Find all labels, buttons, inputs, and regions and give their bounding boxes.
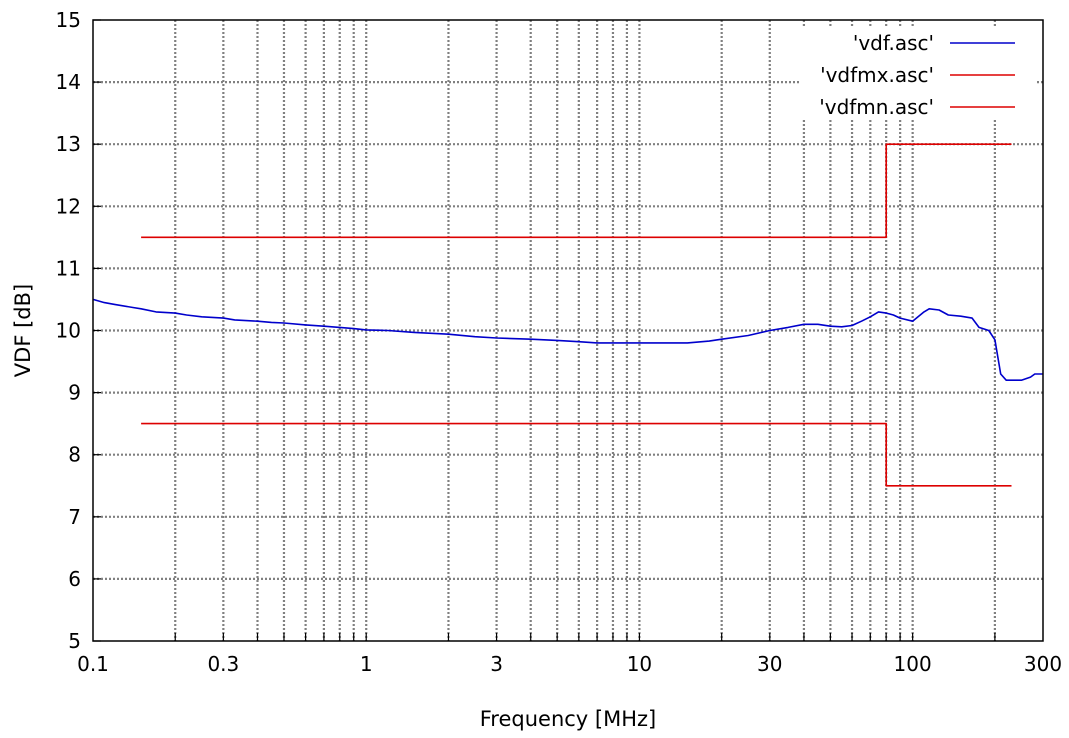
y-tick-label: 13 <box>56 132 81 156</box>
y-tick-label: 8 <box>68 443 81 467</box>
series-line-3 <box>141 422 1012 487</box>
data-layer <box>92 143 1043 487</box>
x-tick-label: 30 <box>757 652 782 676</box>
y-tick-label: 11 <box>56 256 81 280</box>
y-tick-label: 9 <box>68 381 81 405</box>
x-tick-label: 100 <box>894 652 932 676</box>
series-line-2 <box>141 143 1012 239</box>
series-line-1 <box>92 298 1043 382</box>
grid-layer <box>93 20 1043 641</box>
x-tick-label: 0.3 <box>207 652 239 676</box>
legend-label-2: 'vdfmx.asc' <box>820 63 934 87</box>
y-tick-label: 14 <box>56 70 81 94</box>
y-tick-label: 12 <box>56 194 81 218</box>
y-axis-label: VDF [dB] <box>11 284 35 377</box>
x-tick-label: 1 <box>360 652 373 676</box>
y-tick-label: 5 <box>68 629 81 653</box>
legend-label-3: 'vdfmn.asc' <box>819 95 934 119</box>
x-axis-label: Frequency [MHz] <box>480 707 656 731</box>
x-tick-label: 3 <box>490 652 503 676</box>
x-tick-label: 0.1 <box>77 652 109 676</box>
y-tick-label: 15 <box>56 8 81 32</box>
y-tick-label: 10 <box>56 319 81 343</box>
legend: 'vdf.asc' 'vdfmx.asc' 'vdfmn.asc' <box>800 28 1035 120</box>
x-tick-label: 10 <box>627 652 652 676</box>
y-tick-label: 6 <box>68 567 81 591</box>
legend-label-1: 'vdf.asc' <box>853 31 934 55</box>
x-tick-label: 300 <box>1024 652 1062 676</box>
y-tick-label: 7 <box>68 505 81 529</box>
